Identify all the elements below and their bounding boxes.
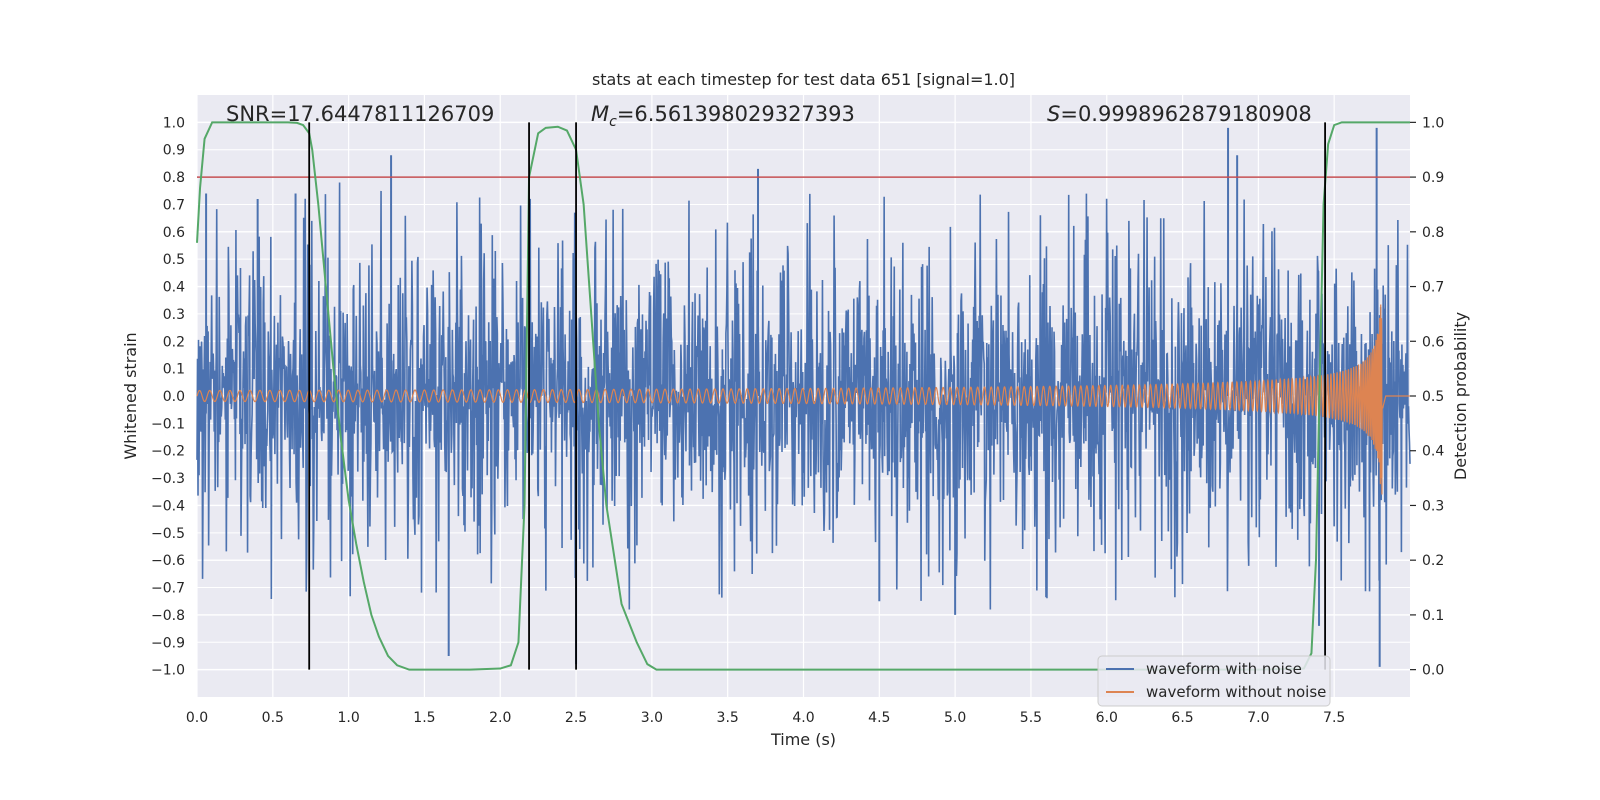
chirp-mass-annotation: Mc=6.561398029327393 — [591, 102, 855, 130]
series-waveform-without-noise — [196, 304, 1410, 495]
y-tick-label: 0.0 — [163, 389, 185, 405]
x-axis-ticks: 0.0 0.5 1.0 1.5 2.0 2.5 3.0 3.5 4.0 4.5 5.0 5.5 6.0 6… — [186, 710, 1345, 726]
y-axis-label: Whitened strain — [121, 332, 140, 459]
y2-axis-label: Detection probability — [1451, 312, 1470, 480]
y-tick-label: −0.9 — [151, 635, 185, 651]
s-annotation: S=0.9998962879180908 — [1047, 102, 1312, 126]
y2-tick-label: 0.2 — [1422, 553, 1444, 569]
legend: waveform with noise waveform without noi… — [1097, 655, 1331, 707]
y-tick-label: 0.3 — [163, 307, 185, 323]
s-value: =0.9998962879180908 — [1060, 102, 1311, 126]
legend-box — [1097, 655, 1331, 707]
y-tick-label: 0.4 — [163, 280, 185, 296]
mc-subscript: c — [609, 114, 617, 130]
mc-value: =6.561398029327393 — [617, 102, 855, 126]
s-symbol: S — [1047, 102, 1060, 126]
legend-label-noise: waveform with noise — [1146, 660, 1302, 678]
mc-symbol: M — [591, 102, 609, 126]
x-tick-label: 5.0 — [944, 710, 966, 726]
y-tick-label: 0.8 — [163, 170, 185, 186]
y-tick-label: −0.2 — [151, 444, 185, 460]
y-tick-label: −1.0 — [151, 663, 185, 679]
y-tick-label: −0.7 — [151, 581, 185, 597]
x-tick-label: 4.0 — [792, 710, 814, 726]
x-tick-label: 7.0 — [1247, 710, 1269, 726]
x-tick-label: 2.0 — [489, 710, 511, 726]
y-tick-label: −0.3 — [151, 471, 185, 487]
noise-trace — [196, 182, 1411, 610]
y-tick-label: 1.0 — [163, 115, 185, 131]
y-tick-label: −0.5 — [151, 526, 185, 542]
y-tick-label: 0.1 — [163, 362, 185, 378]
y-axis-ticks: 1.0 0.9 0.8 0.7 0.6 0.5 0.4 0.3 0.2 0.1 0.0 −0.1 −0.… — [151, 115, 185, 678]
x-tick-label: 6.5 — [1171, 710, 1193, 726]
snr-annotation: SNR=17.6447811126709 — [226, 102, 494, 126]
y-tick-label: 0.9 — [163, 143, 185, 159]
y-tick-label: −0.1 — [151, 416, 185, 432]
x-tick-label: 2.5 — [565, 710, 587, 726]
y-tick-label: −0.8 — [151, 608, 185, 624]
x-tick-label: 7.5 — [1323, 710, 1345, 726]
legend-label-clean: waveform without noise — [1146, 683, 1326, 701]
x-tick-label: 1.5 — [413, 710, 435, 726]
chirp-trace — [196, 304, 1410, 495]
y-tick-label: 0.2 — [163, 334, 185, 350]
y2-tick-label: 0.7 — [1422, 280, 1444, 296]
y2-tick-label: 0.1 — [1422, 608, 1444, 624]
y2-tick-label: 0.0 — [1422, 663, 1444, 679]
x-tick-label: 0.5 — [262, 710, 284, 726]
x-tick-label: 1.0 — [337, 710, 359, 726]
detection-vlines — [308, 122, 1326, 670]
y-tick-label: 0.5 — [163, 252, 185, 268]
y2-tick-label: 0.3 — [1422, 498, 1444, 514]
y2-tick-label: 0.5 — [1422, 389, 1444, 405]
x-tick-label: 3.0 — [641, 710, 663, 726]
y-tick-label: −0.4 — [151, 498, 185, 514]
x-tick-label: 5.5 — [1020, 710, 1042, 726]
y2-tick-label: 0.4 — [1422, 444, 1444, 460]
y2-tick-label: 0.9 — [1422, 170, 1444, 186]
y-tick-label: 0.6 — [163, 225, 185, 241]
chart-title: stats at each timestep for test data 651… — [592, 70, 1015, 89]
x-tick-label: 3.5 — [717, 710, 739, 726]
y-tick-label: −0.6 — [151, 553, 185, 569]
x-axis-label: Time (s) — [770, 730, 836, 749]
x-tick-label: 4.5 — [868, 710, 890, 726]
x-tick-label: 0.0 — [186, 710, 208, 726]
y2-tick-label: 0.8 — [1422, 225, 1444, 241]
y2-axis-ticks: 1.0 0.9 0.8 0.7 0.6 0.5 0.4 0.3 0.2 0.1 0.0 — [1410, 115, 1444, 679]
y2-tick-label: 1.0 — [1422, 115, 1444, 131]
y2-tick-label: 0.6 — [1422, 334, 1444, 350]
x-tick-label: 6.0 — [1096, 710, 1118, 726]
y-tick-label: 0.7 — [163, 197, 185, 213]
